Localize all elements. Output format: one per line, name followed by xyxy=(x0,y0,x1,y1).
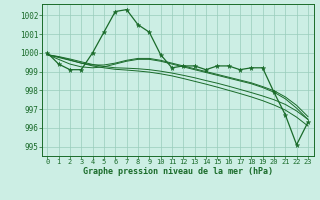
X-axis label: Graphe pression niveau de la mer (hPa): Graphe pression niveau de la mer (hPa) xyxy=(83,167,273,176)
